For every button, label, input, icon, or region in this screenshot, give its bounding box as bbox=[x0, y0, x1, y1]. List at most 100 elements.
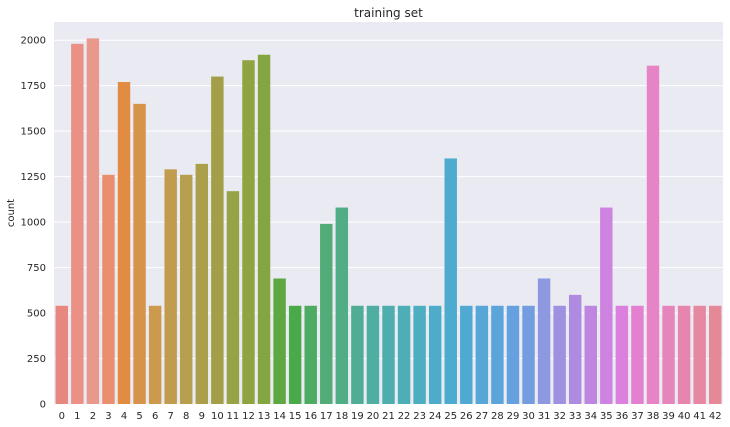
bar-16 bbox=[304, 305, 317, 404]
x-tick-label: 6 bbox=[152, 411, 158, 422]
bar-36 bbox=[615, 305, 629, 404]
bar-8 bbox=[180, 174, 193, 404]
bar-29 bbox=[506, 305, 520, 404]
x-tick-label: 18 bbox=[335, 411, 348, 422]
x-tick-label: 5 bbox=[136, 411, 142, 422]
x-tick-label: 29 bbox=[507, 411, 520, 422]
y-tick-label: 1000 bbox=[21, 218, 46, 229]
x-tick-label: 41 bbox=[693, 411, 706, 422]
x-tick-label: 27 bbox=[475, 411, 488, 422]
x-tick-label: 37 bbox=[631, 411, 644, 422]
y-tick-labels: 0 250 500 750 1000 1250 1500 1750 2000 bbox=[21, 36, 46, 411]
bar-24 bbox=[428, 305, 442, 404]
bar-21 bbox=[382, 305, 395, 404]
x-tick-label: 35 bbox=[600, 411, 613, 422]
y-tick-label: 500 bbox=[27, 309, 46, 320]
x-tick-labels: 0 1 2 3 4 5 6 7 8 9 10 11 12 13 14 15 16 17 18 19 20 21 22 23 24… bbox=[59, 411, 722, 422]
bar-28 bbox=[491, 305, 504, 404]
x-tick-label: 32 bbox=[553, 411, 566, 422]
x-tick-label: 42 bbox=[709, 411, 722, 422]
x-tick-label: 26 bbox=[460, 411, 473, 422]
x-tick-label: 9 bbox=[199, 411, 205, 422]
bar-30 bbox=[522, 305, 535, 404]
x-tick-label: 36 bbox=[616, 411, 629, 422]
bar-26 bbox=[460, 305, 473, 404]
x-tick-label: 21 bbox=[382, 411, 395, 422]
bar-34 bbox=[584, 305, 597, 404]
x-tick-label: 19 bbox=[351, 411, 364, 422]
x-tick-label: 15 bbox=[289, 411, 302, 422]
bar-11 bbox=[226, 191, 240, 404]
x-tick-label: 30 bbox=[522, 411, 535, 422]
x-tick-label: 20 bbox=[367, 411, 380, 422]
bar-18 bbox=[335, 207, 349, 404]
x-tick-label: 10 bbox=[211, 411, 224, 422]
bar-3 bbox=[102, 174, 115, 404]
bar-10 bbox=[211, 76, 224, 405]
bar-2 bbox=[86, 38, 100, 404]
y-axis-label: count bbox=[6, 199, 17, 227]
bar-22 bbox=[397, 305, 411, 404]
bar-35 bbox=[600, 207, 613, 404]
x-tick-label: 2 bbox=[90, 411, 96, 422]
x-tick-label: 14 bbox=[273, 411, 286, 422]
bar-15 bbox=[288, 305, 302, 404]
bars bbox=[55, 38, 722, 405]
x-tick-label: 23 bbox=[413, 411, 426, 422]
bar-41 bbox=[693, 305, 706, 404]
bar-27 bbox=[475, 305, 489, 404]
bar-17 bbox=[320, 223, 333, 404]
x-tick-label: 31 bbox=[538, 411, 551, 422]
bar-14 bbox=[273, 278, 286, 404]
x-tick-label: 1 bbox=[74, 411, 80, 422]
bar-25 bbox=[444, 158, 457, 404]
x-tick-label: 17 bbox=[320, 411, 333, 422]
x-tick-label: 22 bbox=[398, 411, 411, 422]
y-tick-label: 250 bbox=[27, 354, 46, 365]
bar-1 bbox=[71, 43, 84, 404]
y-tick-label: 1750 bbox=[21, 81, 46, 92]
x-tick-label: 34 bbox=[584, 411, 597, 422]
bar-0 bbox=[55, 305, 69, 404]
x-tick-label: 25 bbox=[444, 411, 457, 422]
x-tick-label: 3 bbox=[105, 411, 111, 422]
bar-40 bbox=[677, 305, 691, 404]
bar-7 bbox=[164, 169, 177, 404]
y-tick-label: 1250 bbox=[21, 172, 46, 183]
bar-9 bbox=[195, 163, 209, 404]
bar-19 bbox=[351, 305, 364, 404]
bar-38 bbox=[646, 65, 660, 405]
bar-20 bbox=[366, 305, 380, 404]
bar-42 bbox=[708, 305, 722, 404]
bar-37 bbox=[631, 305, 644, 404]
bar-6 bbox=[148, 305, 162, 404]
bar-4 bbox=[117, 82, 131, 405]
bar-12 bbox=[242, 60, 255, 404]
x-tick-label: 13 bbox=[258, 411, 271, 422]
x-tick-label: 0 bbox=[59, 411, 65, 422]
bar-31 bbox=[537, 278, 551, 404]
y-tick-label: 750 bbox=[27, 263, 46, 274]
x-tick-label: 28 bbox=[491, 411, 504, 422]
y-tick-label: 2000 bbox=[21, 36, 46, 47]
y-tick-label: 0 bbox=[40, 400, 46, 411]
bar-23 bbox=[413, 305, 426, 404]
bar-32 bbox=[553, 305, 566, 404]
x-tick-label: 24 bbox=[429, 411, 442, 422]
x-tick-label: 38 bbox=[647, 411, 660, 422]
x-tick-label: 8 bbox=[183, 411, 189, 422]
y-tick-label: 1500 bbox=[21, 127, 46, 138]
bar-33 bbox=[568, 294, 582, 404]
chart-title: training set bbox=[354, 6, 423, 20]
bar-13 bbox=[257, 54, 271, 404]
x-tick-label: 33 bbox=[569, 411, 582, 422]
x-tick-label: 40 bbox=[678, 411, 691, 422]
x-tick-label: 16 bbox=[304, 411, 317, 422]
x-tick-label: 39 bbox=[662, 411, 675, 422]
x-tick-label: 4 bbox=[121, 411, 127, 422]
x-tick-label: 11 bbox=[227, 411, 240, 422]
x-tick-label: 7 bbox=[167, 411, 173, 422]
x-tick-label: 12 bbox=[242, 411, 255, 422]
bar-39 bbox=[662, 305, 675, 404]
